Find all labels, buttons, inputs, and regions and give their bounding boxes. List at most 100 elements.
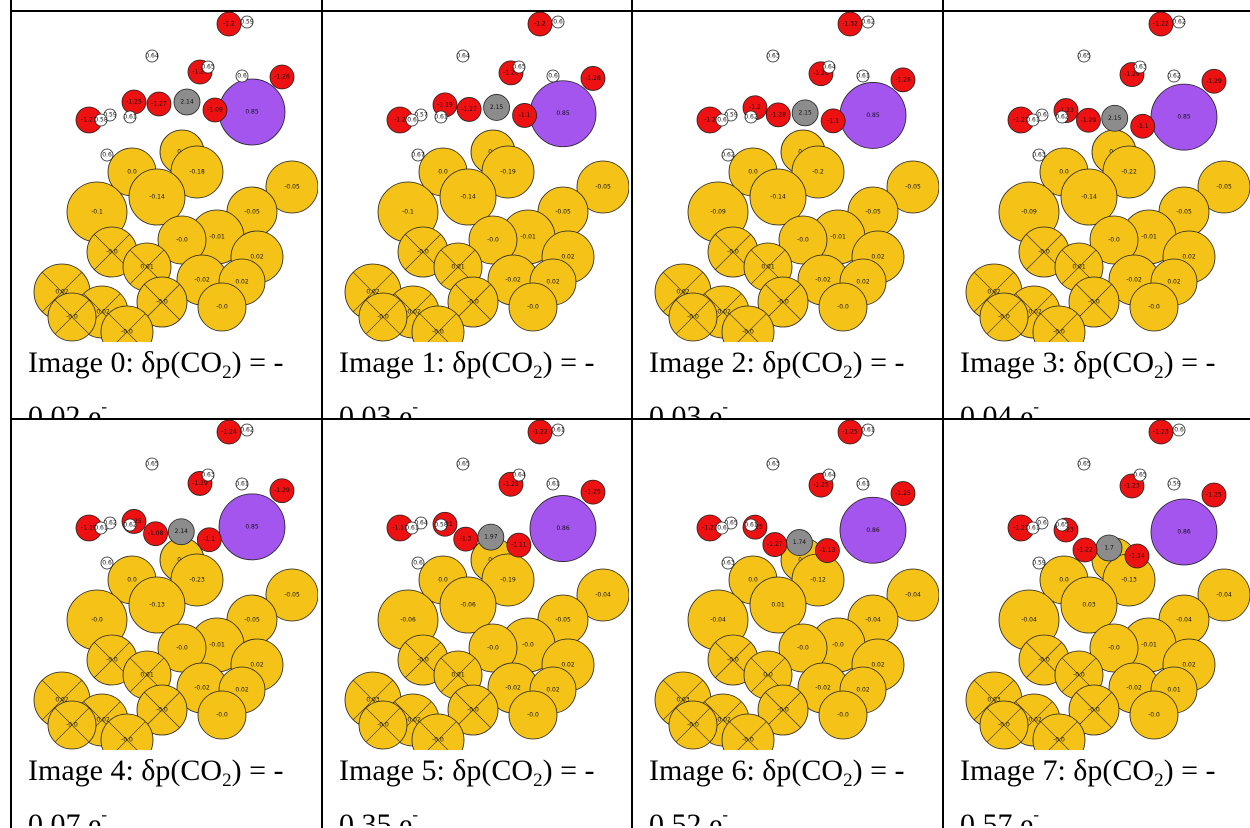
caption-value: 0.03 e	[339, 400, 413, 418]
metal-atom-label: 0.0	[127, 169, 137, 176]
hydrogen-atom-label: 0.63	[766, 53, 780, 60]
metal-atom-label: -0.14	[149, 194, 165, 201]
hydrogen-atom: 0.65	[1077, 457, 1091, 471]
metal-atom-label: -0.0	[1088, 707, 1100, 714]
metal-atom: -0.04	[886, 568, 939, 622]
carbon-atom-label: 2.14	[175, 528, 189, 535]
hydrogen-atom: 0.59	[1167, 477, 1181, 491]
metal-atom: -0.0	[358, 700, 408, 750]
metal-atom: -0.0	[358, 292, 408, 342]
oxygen-atom: -1.29	[1076, 107, 1101, 133]
metal-atom: -0.14	[439, 168, 497, 226]
metal-atom-label: -0.05	[555, 617, 571, 624]
metal-atom-label: -0.0	[998, 314, 1010, 321]
metal-atom-label: -0.0	[832, 642, 844, 649]
metal-atom-label: -0.02	[815, 685, 831, 692]
caption-value: 0.04 e	[960, 400, 1034, 418]
metal-atom: -0.0	[757, 276, 809, 328]
caption-line-2: 0.07 e-	[28, 798, 284, 826]
metal-atom: -0.0	[136, 684, 188, 736]
potassium-atom-label: 0.86	[556, 525, 570, 532]
caption-line-1: Image 7: δp(CO2) = -	[960, 754, 1216, 798]
oxygen-atom-label: -1.08	[148, 530, 164, 537]
metal-atom-label: 0.02	[856, 687, 870, 694]
metal-atom-label: 0.03	[366, 697, 380, 704]
potassium-atom-label: 0.85	[245, 109, 259, 116]
metal-atom-label: -0.05	[1216, 184, 1232, 191]
hydrogen-atom: 0.61	[744, 518, 758, 532]
metal-atom-label: -0.0	[797, 645, 809, 652]
metal-atom-label: -0.0	[527, 712, 539, 719]
caption-prefix: Image 6:	[649, 754, 763, 787]
structure-diagram: 0.0-0.180.0-0.05-0.14-0.1-0.05-0.01-0.0-…	[33, 12, 318, 342]
hydrogen-atom-label: 0.58	[434, 522, 448, 529]
hydrogen-atom-label: 0.61	[405, 525, 419, 532]
caption-line-1: Image 0: δp(CO2) = -	[28, 346, 284, 390]
hydrogen-atom-label: 0.6	[407, 117, 417, 124]
metal-atom-label: -0.02	[1026, 717, 1042, 724]
metal-atom-label: -0.01	[1141, 642, 1157, 649]
metal-atom: -0.0	[1129, 282, 1179, 332]
hydrogen-atom-label: 0.61	[551, 427, 565, 434]
caption-superscript: -	[101, 805, 107, 824]
caption-mid: ) = -	[231, 754, 284, 787]
oxygen-atom-label: -1.17	[392, 525, 408, 532]
caption-mid: ) = -	[1163, 754, 1216, 787]
oxygen-atom-label: -1.11	[511, 542, 527, 549]
metal-atom-label: -0.04	[865, 617, 881, 624]
caption-symbol: δp(CO	[1073, 346, 1155, 379]
metal-atom-label: -0.0	[727, 657, 739, 664]
metal-atom-label: 0.0	[1059, 577, 1069, 584]
oxygen-atom: -1.22	[1148, 12, 1174, 37]
metal-atom-label: -0.04	[1021, 617, 1037, 624]
oxygen-atom-label: -1.28	[585, 75, 601, 82]
metal-atom: -0.0	[818, 690, 868, 740]
structure-diagram: 0.0-0.20.0-0.05-0.14-0.09-0.05-0.01-0.0-…	[654, 12, 939, 342]
hydrogen-atom-label: 0.61	[235, 481, 249, 488]
hydrogen-atom-label: 0.62	[1167, 73, 1181, 80]
caption-value: 0.07 e	[28, 808, 102, 826]
oxygen-atom-label: -1.1	[203, 536, 215, 543]
hydrogen-atom-label: 0.62	[744, 114, 758, 121]
caption-superscript: -	[1033, 805, 1039, 824]
metal-atom-label: -0.13	[1121, 577, 1137, 584]
metal-atom: -0.0	[757, 684, 809, 736]
metal-atom: -0.0	[508, 690, 558, 740]
metal-atom-label: -0.14	[770, 194, 786, 201]
caption-superscript: -	[722, 397, 728, 416]
metal-atom-label: -0.0	[467, 299, 479, 306]
hydrogen-atom: 0.6	[100, 148, 114, 162]
metal-atom-label: 0.01	[451, 264, 465, 271]
oxygen-atom: -1.28	[580, 66, 606, 91]
metal-atom-label: -0.0	[417, 249, 429, 256]
oxygen-atom-label: -1.21	[81, 117, 97, 124]
caption-mid: ) = -	[542, 346, 595, 379]
hydrogen-atom: 0.6	[235, 69, 249, 83]
grid-border-left	[10, 0, 12, 828]
caption-symbol: δp(CO	[762, 754, 844, 787]
oxygen-atom: -1.22	[527, 420, 553, 445]
hydrogen-atom: 0.62	[123, 518, 137, 532]
metal-atom-label: -0.02	[715, 309, 731, 316]
metal-atom-label: -0.01	[209, 234, 225, 241]
oxygen-atom-label: -1.23	[1058, 107, 1074, 114]
caption-subscript: 2	[533, 770, 543, 791]
hydrogen-atom: 0.6	[100, 556, 114, 570]
caption-superscript: -	[722, 805, 728, 824]
oxygen-atom: -1.28	[765, 102, 791, 128]
panel-caption: Image 2: δp(CO2) = -0.03 e-	[649, 346, 905, 418]
metal-atom-label: -0.06	[400, 617, 416, 624]
oxygen-atom: -1.32	[837, 12, 863, 37]
hydrogen-atom-label: 0.62	[1055, 114, 1069, 121]
caption-symbol: δp(CO	[1073, 754, 1155, 787]
oxygen-atom-label: -1.25	[585, 489, 601, 496]
metal-atom: -0.0	[468, 623, 518, 673]
hydrogen-atom: 0.62	[1055, 110, 1069, 124]
oxygen-atom-label: -1.22	[1153, 21, 1169, 28]
hydrogen-atom-label: 0.63	[721, 560, 735, 567]
metal-atom-label: -0.0	[121, 737, 133, 744]
carbon-atom-label: 1.97	[484, 534, 498, 541]
oxygen-atom: -1.1	[820, 108, 846, 134]
hydrogen-atom-label: 0.61	[861, 427, 875, 434]
metal-atom-label: -0.0	[742, 329, 754, 336]
